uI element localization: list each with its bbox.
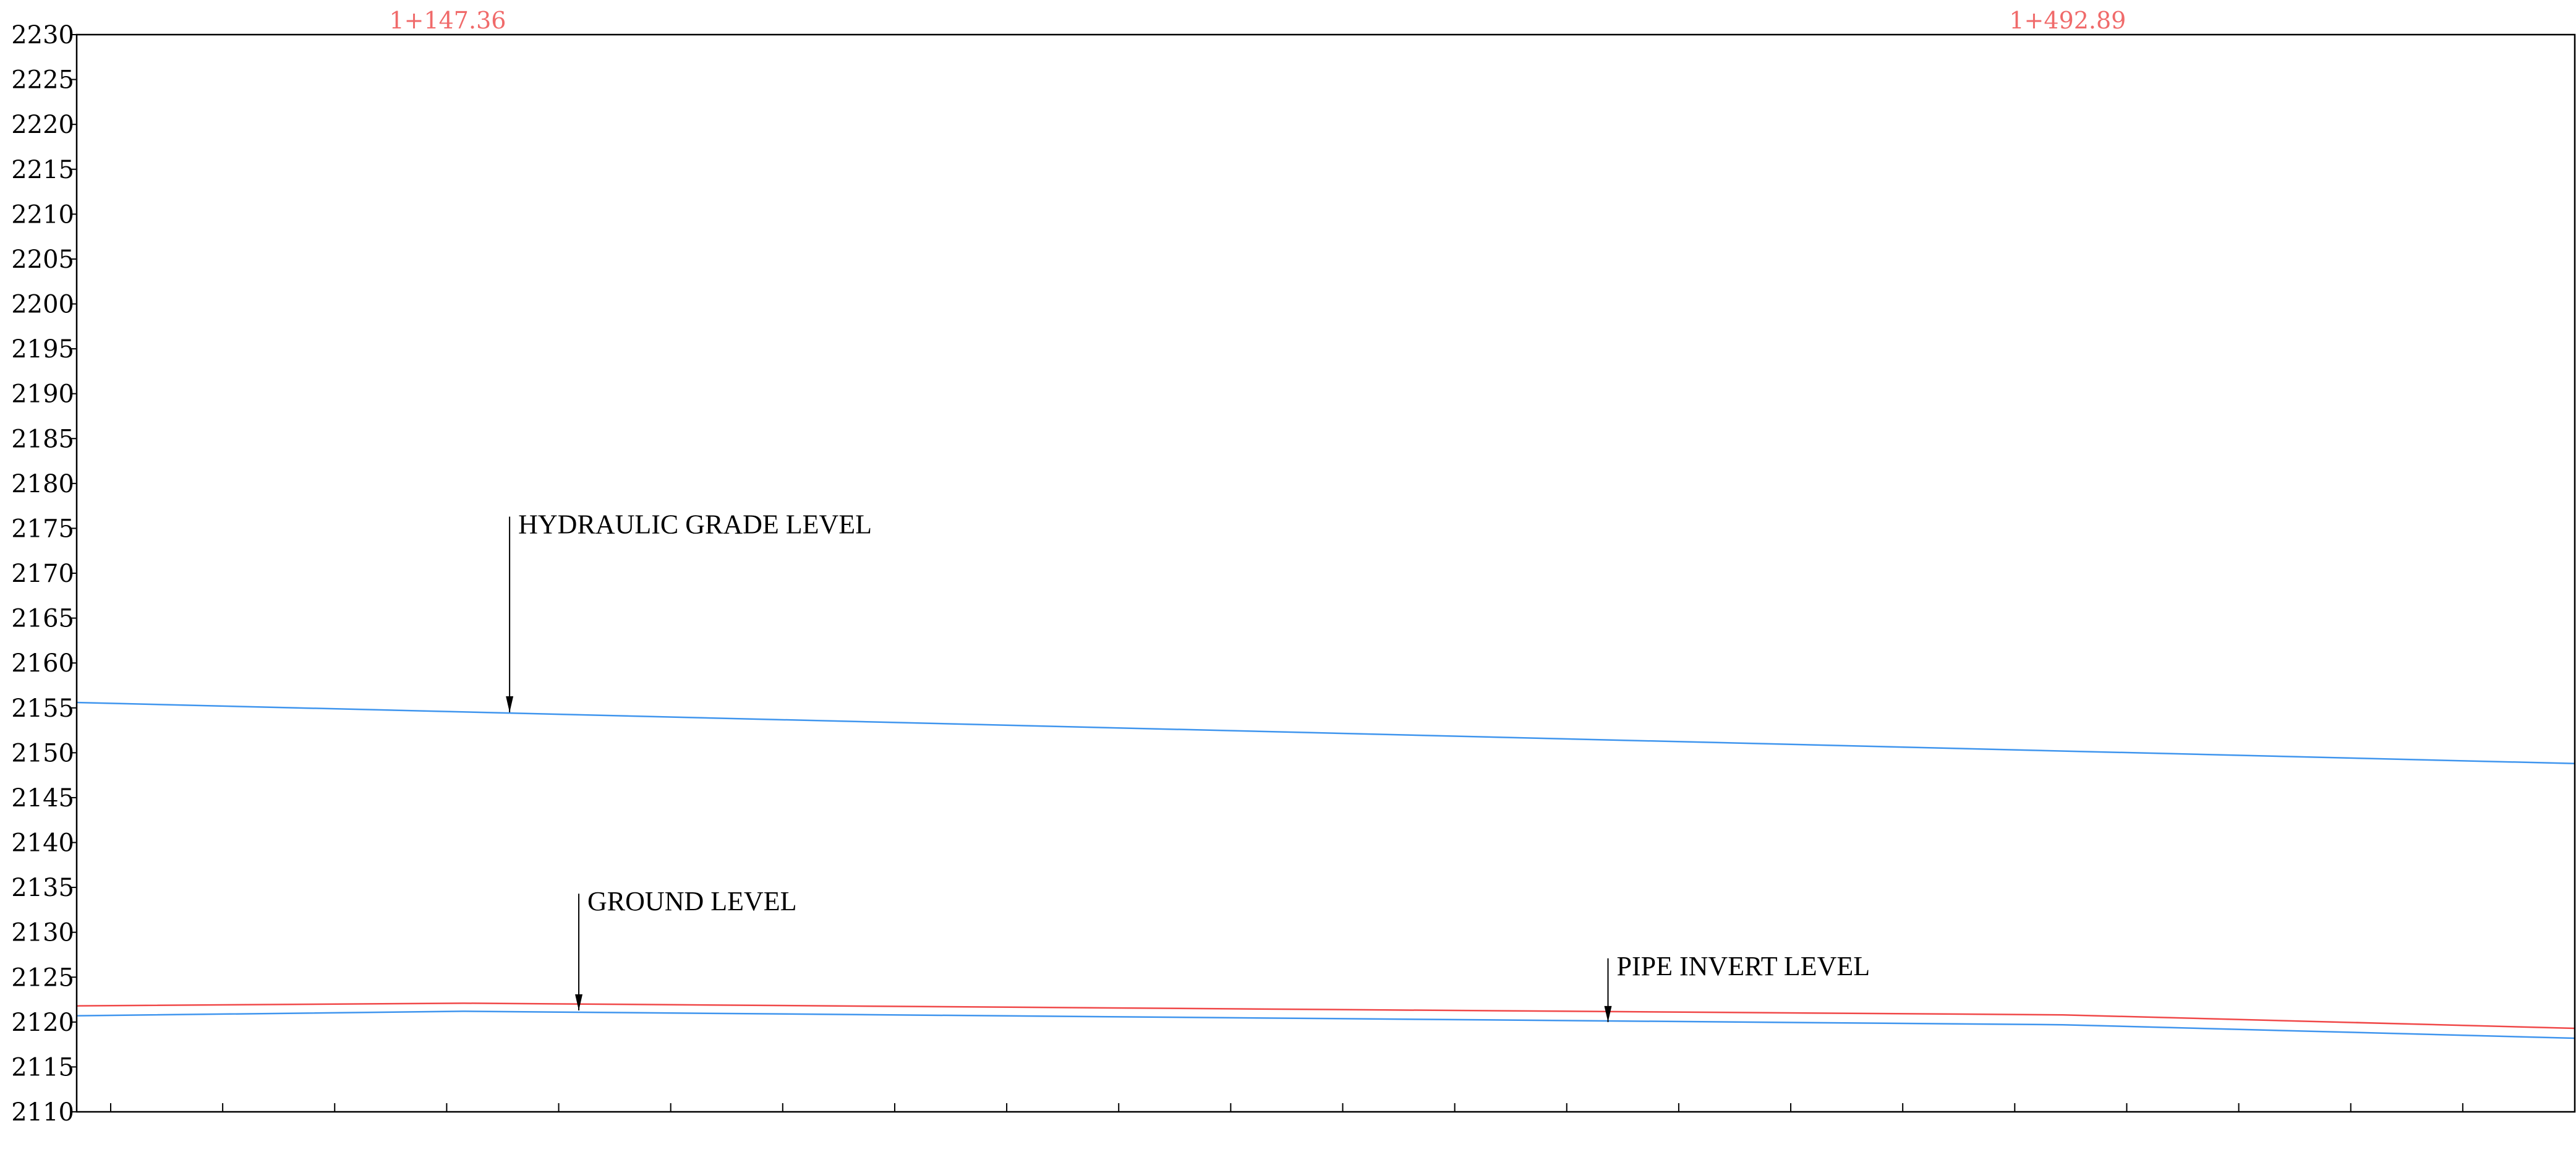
station-labels: 1+147.36 1+492.89 <box>389 7 2126 34</box>
y-tick-label: 2155 <box>11 694 74 723</box>
annotation-label-invert: PIPE INVERT LEVEL <box>1617 951 1870 981</box>
y-tick-label: 2230 <box>11 21 74 49</box>
arrow-icon <box>506 696 514 713</box>
series-line-hgl <box>76 701 2575 765</box>
y-tick-label: 2175 <box>11 514 74 543</box>
y-tick-label: 2185 <box>11 425 74 453</box>
y-tick-label: 2190 <box>11 380 74 409</box>
y-tick-label: 2125 <box>11 963 74 992</box>
x-axis <box>110 1103 2575 1112</box>
y-axis: 2110 2115 2120 2125 2130 2135 2140 2145 2150 2155… <box>11 21 77 1127</box>
station-label: 1+147.36 <box>389 7 506 34</box>
y-tick-label: 2220 <box>11 111 74 139</box>
y-tick-label: 2180 <box>11 470 74 498</box>
y-tick-label: 2150 <box>11 739 74 767</box>
y-tick-label: 2215 <box>11 156 74 184</box>
y-tick-label: 2205 <box>11 245 74 274</box>
y-tick-label: 2225 <box>11 66 74 95</box>
y-tick-label: 2110 <box>11 1098 74 1127</box>
annotations: HYDRAULIC GRADE LEVEL GROUND LEVEL PIPE IN… <box>506 510 1870 1022</box>
y-tick-label: 2165 <box>11 605 74 633</box>
arrow-icon <box>575 994 583 1010</box>
y-tick-label: 2200 <box>11 291 74 319</box>
series-line-invert <box>76 1010 2575 1039</box>
annotation-label-hgl: HYDRAULIC GRADE LEVEL <box>518 510 872 540</box>
arrow-icon <box>1604 1005 1612 1022</box>
y-tick-label: 2160 <box>11 649 74 678</box>
y-tick-label: 2170 <box>11 560 74 588</box>
y-tick-label: 2120 <box>11 1009 74 1037</box>
series-layer <box>76 701 2575 1039</box>
series-line-ground <box>76 1002 2575 1030</box>
y-tick-label: 2210 <box>11 200 74 229</box>
y-tick-label: 2115 <box>11 1053 74 1082</box>
y-tick-label: 2130 <box>11 919 74 947</box>
y-tick-label: 2135 <box>11 874 74 902</box>
y-tick-label: 2145 <box>11 784 74 813</box>
y-tick-label: 2195 <box>11 335 74 364</box>
annotation-label-ground: GROUND LEVEL <box>587 886 797 916</box>
station-label: 1+492.89 <box>2009 7 2126 34</box>
plot-frame <box>75 33 2576 1113</box>
y-tick-label: 2140 <box>11 829 74 858</box>
